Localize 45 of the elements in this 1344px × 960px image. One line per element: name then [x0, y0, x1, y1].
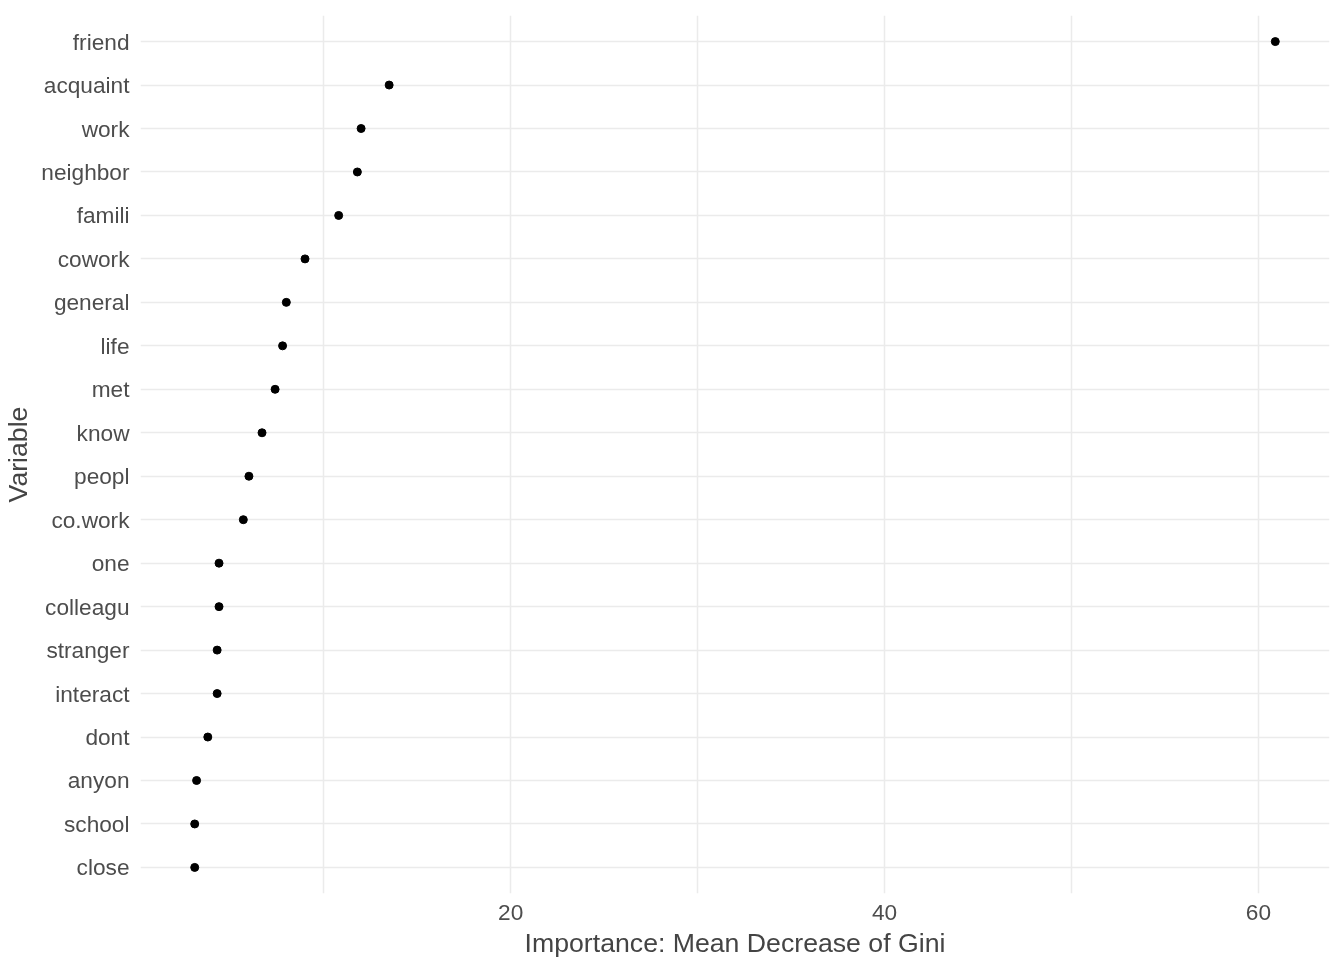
y-tick-label: co.work	[51, 506, 131, 533]
point	[356, 124, 366, 133]
x-tick-label: 60	[1245, 898, 1272, 925]
x-tick-label: 40	[871, 898, 898, 925]
y-tick-label: cowork	[57, 245, 131, 272]
point	[203, 732, 213, 742]
x-axis-title: Importance: Mean Decrease of Gini	[524, 927, 946, 958]
y-tick-label: know	[76, 419, 131, 446]
y-tick-label: life	[100, 332, 130, 359]
y-tick-label: school	[64, 810, 130, 837]
y-tick-label: one	[91, 550, 130, 577]
y-axis-title: Variable	[3, 406, 34, 503]
y-tick-label: famili	[76, 202, 130, 229]
point	[238, 515, 248, 525]
y-tick-label: stranger	[46, 637, 130, 664]
point	[300, 254, 310, 264]
y-tick-label: acquaint	[43, 72, 131, 99]
point	[244, 471, 254, 481]
point	[270, 384, 280, 394]
y-tick-label: anyon	[67, 767, 130, 794]
point	[278, 341, 288, 351]
y-tick-label: friend	[72, 28, 130, 55]
y-tick-label: general	[53, 289, 130, 316]
y-tick-label: close	[76, 854, 130, 881]
x-tick-label: 20	[498, 898, 524, 925]
y-tick-label: met	[91, 376, 131, 403]
point	[257, 428, 267, 438]
point	[384, 80, 394, 90]
point	[190, 862, 200, 872]
point	[281, 297, 291, 307]
y-tick-label: interact	[55, 680, 131, 707]
point	[1270, 37, 1280, 47]
point	[212, 645, 222, 655]
point	[214, 558, 224, 568]
y-tick-label: colleagu	[45, 593, 130, 620]
point	[214, 602, 224, 612]
y-tick-label: dont	[85, 724, 131, 751]
point	[192, 776, 202, 785]
point	[352, 167, 362, 177]
y-tick-label: neighbor	[41, 158, 130, 185]
point	[334, 210, 344, 220]
point	[190, 819, 200, 829]
y-tick-label: peopl	[74, 463, 130, 490]
y-tick-label: work	[80, 115, 131, 142]
point	[212, 689, 222, 699]
